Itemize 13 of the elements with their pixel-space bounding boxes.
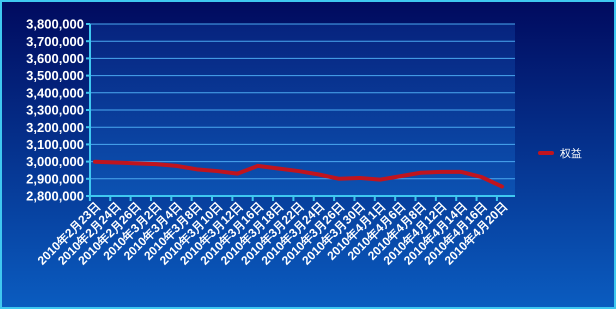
y-tick-label: 2,800,000 (26, 188, 84, 204)
y-tick-label: 3,300,000 (26, 102, 84, 118)
y-tick-label: 3,100,000 (26, 136, 84, 152)
y-tick-label: 3,000,000 (26, 154, 84, 170)
line-series (93, 160, 504, 189)
y-tick-label: 2,900,000 (26, 171, 84, 186)
legend-label: 权益 (559, 148, 582, 160)
y-tick-label: 3,500,000 (26, 68, 84, 84)
y-tick-label: 3,600,000 (26, 50, 84, 66)
y-tick-label: 3,700,000 (26, 34, 84, 49)
y-tick-label: 3,400,000 (26, 85, 84, 100)
y-tick-label: 3,200,000 (26, 120, 84, 135)
y-tick-label: 3,800,000 (26, 16, 84, 32)
